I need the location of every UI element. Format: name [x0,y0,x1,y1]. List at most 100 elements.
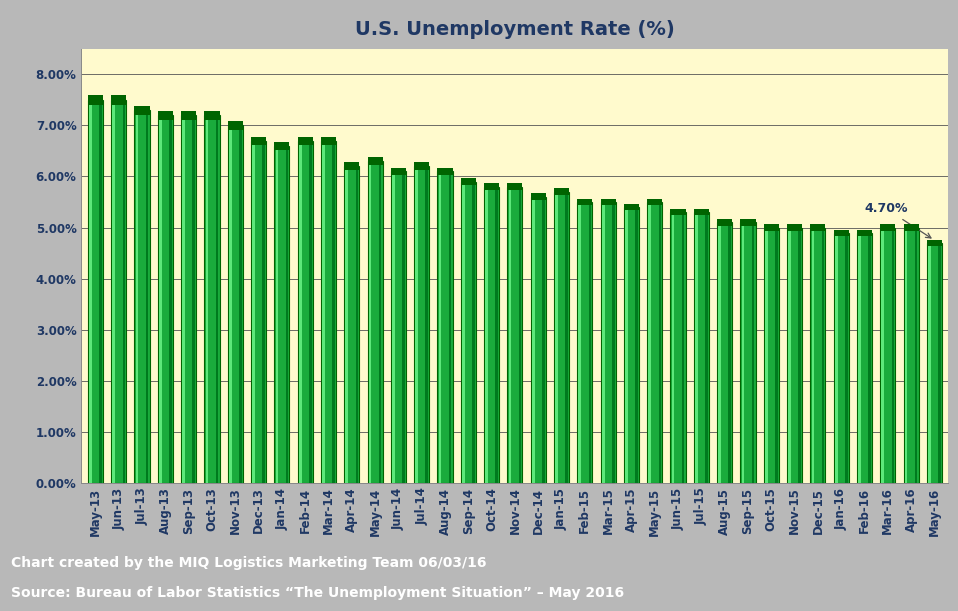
Bar [204,111,219,120]
Bar [764,227,779,483]
Bar [904,227,907,483]
Text: Chart created by the MIQ Logistics Marketing Team 06/03/16: Chart created by the MIQ Logistics Marke… [11,556,487,570]
Bar [588,202,591,483]
Bar [752,222,754,483]
Bar [694,209,709,216]
Bar [741,219,756,225]
Bar [111,95,126,104]
Bar [193,115,195,483]
Bar [89,100,92,483]
Bar [601,199,616,205]
Bar [764,224,779,230]
Bar [204,115,219,483]
Bar [182,115,185,483]
Bar [216,115,218,483]
Bar [181,111,196,120]
Bar [332,141,335,483]
Bar [392,171,395,483]
Bar [158,111,172,120]
Bar [262,141,265,483]
Bar [369,161,372,483]
Bar [368,161,382,483]
Bar [741,222,756,483]
Bar [718,219,732,225]
Bar [635,207,638,483]
Bar [285,146,288,483]
Bar [88,95,103,104]
Bar [694,212,709,483]
Bar [579,202,582,483]
Bar [938,243,941,483]
Bar [892,227,894,483]
Bar [274,142,289,150]
Bar [425,166,428,483]
Bar [181,115,196,483]
Bar [111,100,126,483]
Bar [438,167,452,175]
Bar [508,183,522,190]
Bar [671,209,686,216]
Bar [822,227,824,483]
Bar [834,233,837,483]
Bar [321,137,336,145]
Bar [868,233,871,483]
Bar [926,240,942,246]
Bar [123,100,125,483]
Bar [928,243,931,483]
Bar [682,212,684,483]
Title: U.S. Unemployment Rate (%): U.S. Unemployment Rate (%) [355,20,674,39]
Text: Source: Bureau of Labor Statistics “The Unemployment Situation” – May 2016: Source: Bureau of Labor Statistics “The … [11,587,625,601]
Bar [578,199,592,205]
Bar [857,230,872,236]
Bar [811,227,814,483]
Bar [229,125,232,483]
Bar [486,187,488,483]
Bar [845,233,848,483]
Bar [810,224,826,230]
Bar [554,192,569,483]
Bar [461,181,476,483]
Bar [903,224,919,230]
Bar [787,224,802,230]
Bar [322,141,325,483]
Bar [508,187,522,483]
Bar [915,227,918,483]
Bar [532,197,535,483]
Bar [495,187,498,483]
Bar [461,178,476,185]
Bar [857,233,872,483]
Bar [798,227,801,483]
Bar [391,167,406,175]
Bar [926,243,942,483]
Bar [658,202,661,483]
Bar [601,202,616,483]
Bar [298,141,312,483]
Bar [251,141,266,483]
Bar [556,192,558,483]
Bar [648,202,662,483]
Bar [484,187,499,483]
Bar [833,230,849,236]
Bar [439,171,442,483]
Bar [602,202,604,483]
Bar [346,166,348,483]
Bar [718,222,721,483]
Bar [649,202,651,483]
Bar [298,137,312,145]
Bar [509,187,512,483]
Bar [565,192,568,483]
Bar [276,146,278,483]
Bar [344,163,359,170]
Bar [146,110,148,483]
Bar [612,202,614,483]
Bar [414,163,429,170]
Bar [648,199,662,205]
Bar [170,115,171,483]
Bar [624,207,639,483]
Bar [718,222,732,483]
Bar [672,212,674,483]
Bar [299,141,302,483]
Bar [484,183,499,190]
Bar [355,166,358,483]
Bar [542,197,544,483]
